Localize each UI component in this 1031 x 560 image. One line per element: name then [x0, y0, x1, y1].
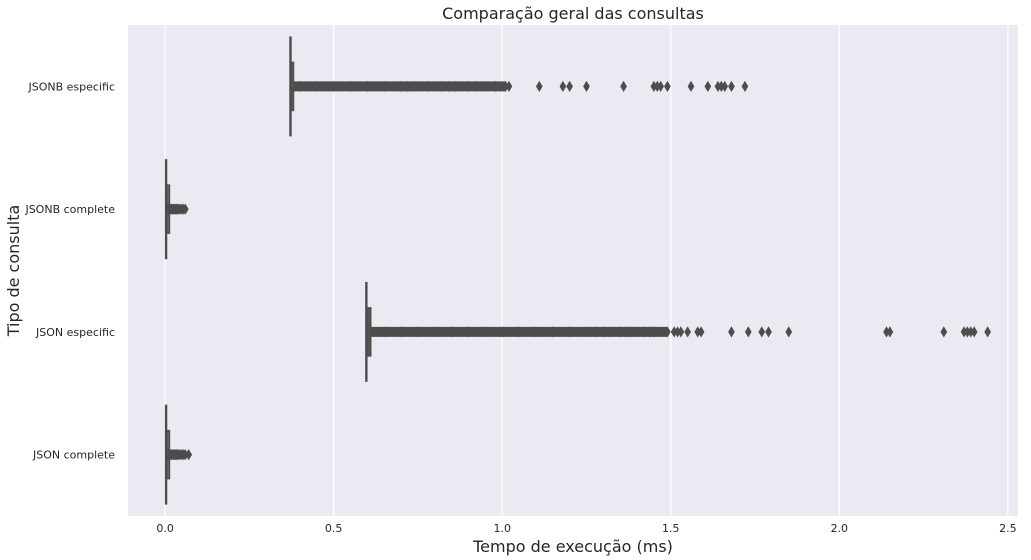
outlier-point: [444, 80, 452, 92]
outlier-point: [559, 80, 567, 92]
box-group: [164, 159, 189, 260]
x-axis-ticks: 0.0 0.5 1.0 1.5 2.0 2.5: [156, 522, 1016, 535]
x-tick-label: 1.0: [493, 522, 511, 535]
outlier-point: [431, 80, 439, 92]
outlier-point: [185, 449, 193, 461]
outlier-point: [785, 326, 793, 338]
box-group: [365, 281, 992, 382]
outlier-point: [438, 80, 445, 92]
outlier-point: [515, 326, 523, 338]
outlier-point: [744, 326, 752, 338]
outlier-point: [664, 80, 671, 92]
y-tick-label: JSONB complete: [24, 203, 115, 216]
outlier-point: [664, 326, 671, 338]
outlier-point: [498, 326, 506, 338]
outlier-point: [728, 326, 735, 338]
box-series: [164, 36, 992, 505]
box-group: [164, 404, 193, 505]
outlier-point: [599, 326, 607, 338]
outlier-point: [465, 326, 472, 338]
x-tick-label: 0.5: [325, 522, 343, 535]
outlier-point: [492, 80, 499, 92]
outlier-point: [633, 326, 641, 338]
outlier-point: [566, 80, 573, 92]
outlier-point: [330, 80, 337, 92]
outlier-point: [886, 326, 894, 338]
outlier-point: [397, 326, 405, 338]
outlier-point: [481, 326, 489, 338]
x-tick-label: 1.5: [662, 522, 680, 535]
outlier-point: [616, 326, 624, 338]
x-tick-label: 2.0: [831, 522, 849, 535]
plot-background: [128, 25, 1018, 516]
outlier-point: [593, 326, 600, 338]
outlier-point: [424, 80, 432, 92]
outlier-point: [414, 326, 422, 338]
outlier-point: [458, 80, 466, 92]
x-tick-label: 2.5: [999, 522, 1017, 535]
outlier-point: [404, 80, 412, 92]
outlier-point: [448, 326, 455, 338]
outlier-point: [657, 80, 665, 92]
outlier-point: [984, 326, 992, 338]
outlier-point: [451, 80, 459, 92]
x-axis-label: Tempo de execução (ms): [472, 537, 673, 556]
outlier-point: [296, 80, 304, 92]
chart-title: Comparação geral das consultas: [442, 4, 704, 23]
outlier-point: [347, 80, 354, 92]
outlier-point: [431, 326, 439, 338]
y-axis-label: Tipo de consulta: [4, 205, 23, 338]
outlier-point: [583, 80, 590, 92]
outlier-point: [397, 80, 405, 92]
outlier-point: [549, 326, 557, 338]
outlier-point: [465, 80, 472, 92]
outlier-point: [721, 80, 729, 92]
y-tick-label: JSON complete: [32, 449, 115, 462]
outlier-point: [583, 326, 590, 338]
outlier-point: [481, 80, 489, 92]
outlier-point: [684, 326, 691, 338]
outlier-point: [471, 80, 479, 92]
outlier-point: [181, 203, 189, 215]
box-group: [289, 36, 749, 137]
outlier-point: [697, 326, 705, 338]
outlier-point: [411, 80, 418, 92]
y-tick-label: JSON especific: [35, 326, 115, 339]
outlier-point: [640, 326, 648, 338]
outlier-point: [687, 80, 695, 92]
outlier-point: [704, 80, 712, 92]
outlier-point: [620, 80, 627, 92]
outlier-point: [313, 80, 321, 92]
outlier-point: [728, 80, 735, 92]
outlier-point: [566, 326, 573, 338]
outlier-point: [380, 326, 388, 338]
outlier-point: [765, 326, 772, 338]
y-tick-label: JSONB especific: [28, 80, 116, 93]
outlier-point: [970, 326, 978, 338]
outlier-point: [741, 80, 749, 92]
outlier-point: [364, 80, 371, 92]
outlier-point: [758, 326, 766, 338]
outlier-point: [535, 80, 543, 92]
outlier-point: [626, 326, 634, 338]
y-axis-ticks: JSONB especific JSONB complete JSON especi…: [24, 80, 115, 461]
outlier-point: [606, 326, 614, 338]
outlier-point: [532, 326, 540, 338]
x-tick-label: 0.0: [156, 522, 174, 535]
outlier-point: [940, 326, 948, 338]
outlier-point: [417, 80, 425, 92]
outlier-point: [380, 80, 388, 92]
outlier-point: [650, 326, 658, 338]
outlier-point: [677, 326, 685, 338]
outlier-point: [505, 80, 513, 92]
